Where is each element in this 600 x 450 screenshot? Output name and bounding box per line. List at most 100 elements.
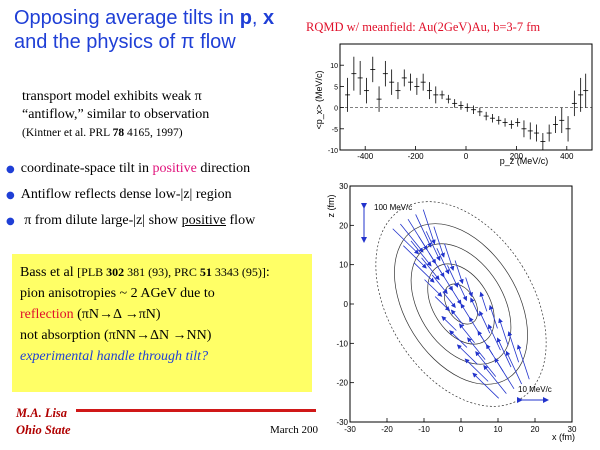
plot1-point xyxy=(477,107,483,117)
flow-arrow xyxy=(436,248,450,275)
plot2-arrows xyxy=(392,209,530,399)
plot1-point xyxy=(489,113,495,123)
plot1-point xyxy=(363,77,369,104)
box-line3-red: reflection xyxy=(20,307,74,322)
box-line1-g: : xyxy=(265,265,270,280)
author-name: M.A. Lisa xyxy=(16,406,68,420)
box-line1-d: 381 (93), PRC xyxy=(124,265,200,279)
flow-arrow xyxy=(498,317,509,346)
plot1-point xyxy=(571,90,577,117)
flow-arrow xyxy=(413,262,435,283)
plot1-point xyxy=(559,107,565,134)
plot1-point xyxy=(370,56,376,83)
plot1-point xyxy=(527,122,533,140)
box-line1-e: 51 xyxy=(199,265,212,279)
flow-arrow xyxy=(449,330,468,348)
intro-citation: (Kintner et al. PRL 78 4165, 1997) xyxy=(22,124,292,142)
plot2-x-ticks: -30 -20 -10 0 10 20 30 xyxy=(344,418,577,434)
plot1-ylabel: <p_x> (MeV/c) xyxy=(314,70,324,129)
plot1-point xyxy=(521,120,527,138)
bullet-dot-icon: ● xyxy=(6,216,15,227)
plot1-x-tick-label: 0 xyxy=(464,152,469,161)
plot2-ylabel: z (fm) xyxy=(326,195,336,218)
plot1-point xyxy=(565,116,571,142)
title-x: x xyxy=(263,7,275,29)
plot2-y-tick-label: -20 xyxy=(336,379,348,388)
plot2-y-tick-label: -10 xyxy=(336,339,348,348)
plot1-point xyxy=(445,94,451,104)
flow-arrow xyxy=(434,296,451,312)
flow-arrow xyxy=(392,228,420,255)
flow-arrow xyxy=(456,344,478,365)
box-line3: reflection (πN→Δ →πN) xyxy=(20,304,312,325)
title-part1: Opposing average tilts in xyxy=(14,7,240,29)
flow-arrow xyxy=(421,257,440,281)
px-vs-pz-chart: -400 -200 0 200 400 -10 -5 0 5 10 p_z (MeV/c) <p… xyxy=(314,43,593,166)
flow-arrow xyxy=(470,297,480,317)
plot1-point xyxy=(389,69,395,95)
flow-arrow xyxy=(479,310,491,334)
plot2-x-tick-label: -30 xyxy=(344,425,356,434)
plot1-point xyxy=(420,73,426,91)
title-flow: flow xyxy=(194,31,236,53)
flow-arrow xyxy=(496,337,512,368)
flow-arrow xyxy=(425,231,441,262)
intro-paragraph: transport model exhibits weak π “antiflo… xyxy=(22,88,292,142)
plot1-y-tick-label: 0 xyxy=(334,106,338,113)
flow-arrow xyxy=(464,358,489,382)
box-line3-rest: (πN→Δ →πN) xyxy=(73,307,161,322)
flow-arrow xyxy=(422,209,436,245)
plot1-point xyxy=(452,99,458,108)
plot2-annotation-10: 10 MeV/c xyxy=(518,385,552,394)
bullet3-underline: positive xyxy=(181,213,227,228)
plot2-y-tick-label: 0 xyxy=(344,300,349,309)
plot2-y-tick-label: 30 xyxy=(339,182,348,191)
plot1-xlabel: p_z (MeV/c) xyxy=(500,156,549,166)
plot1-point xyxy=(433,86,439,104)
plot1-y-tick-label: -5 xyxy=(332,127,338,134)
plot1-point xyxy=(357,60,363,95)
box-line5: experimental handle through tilt? xyxy=(20,349,209,364)
flow-arrow xyxy=(483,364,507,394)
flow-arrow xyxy=(439,269,453,292)
flow-arrow xyxy=(457,282,468,302)
box-line1-a: Bass et al xyxy=(20,265,78,280)
footer-rule xyxy=(76,409,316,412)
plot1-point xyxy=(401,69,407,87)
author-block: M.A. Lisa Ohio State xyxy=(16,405,71,439)
plot1-point xyxy=(583,73,589,108)
z-vs-x-chart: 100 MeV/c 10 MeV/c -30 -20 -10 0 10 20 30 -30-… xyxy=(326,182,577,442)
plot1-x-tick-label: 400 xyxy=(560,152,574,161)
footer-date: March 200 xyxy=(270,424,318,436)
box-line4: not absorption (πNN→ΔN →NN) xyxy=(20,328,212,343)
flow-arrow xyxy=(433,226,445,258)
bass-box: Bass et al [PLB 302 381 (93), PRC 51 334… xyxy=(12,254,312,392)
plot1-point xyxy=(439,90,445,100)
flow-arrow xyxy=(403,245,427,269)
plot1-point xyxy=(458,101,464,110)
bullet-1: ● coordinate-space tilt in positive direc… xyxy=(6,160,250,179)
plot2-x-tick-label: -10 xyxy=(418,425,430,434)
flow-arrow xyxy=(400,223,424,253)
intro-line1: transport model exhibits weak π xyxy=(22,89,202,104)
plot1-frame xyxy=(339,43,593,151)
flow-arrow xyxy=(415,214,432,248)
flow-arrow xyxy=(450,286,462,305)
bullet-3: ● π from dilute large-|z| show positive … xyxy=(6,212,255,231)
rqmd-label: RQMD w/ meanfield: Au(2GeV)Au, b=3-7 fm xyxy=(306,20,541,34)
flow-arrow xyxy=(458,323,475,343)
plot1-point xyxy=(508,120,514,129)
plot2-x-tick-label: 10 xyxy=(494,425,503,434)
flow-arrow xyxy=(441,315,457,331)
flow-arrow xyxy=(505,350,522,385)
plot1-x-tick-label: -200 xyxy=(408,152,425,161)
flow-arrow xyxy=(507,331,520,363)
flow-arrow xyxy=(472,372,500,399)
flow-arrow xyxy=(475,351,497,377)
plot1-x-ticks: -400 -200 0 200 400 xyxy=(357,146,574,161)
plot1-x-tick-label: -400 xyxy=(357,152,374,161)
plot1-point xyxy=(546,124,552,142)
bullet3-post: flow xyxy=(226,213,256,228)
flow-arrow xyxy=(447,265,459,288)
plot2-contours xyxy=(375,201,547,407)
